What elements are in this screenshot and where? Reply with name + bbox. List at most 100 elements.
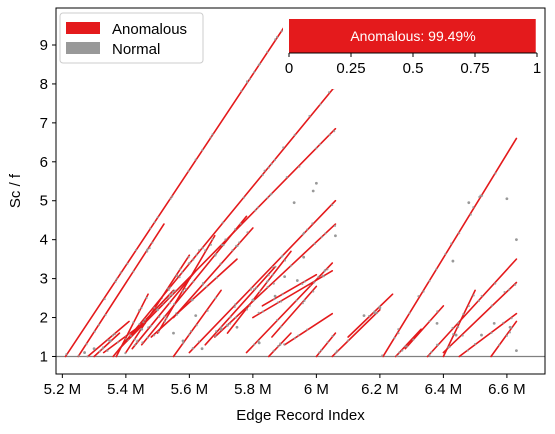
segment-point-28-3 bbox=[373, 311, 376, 314]
segment-point-24-2 bbox=[293, 337, 296, 340]
segment-point-7-17 bbox=[318, 143, 321, 146]
normal-point-19 bbox=[156, 308, 160, 312]
segment-point-29-17 bbox=[435, 268, 438, 271]
anomalous-segment-18 bbox=[213, 223, 337, 338]
normal-point-12 bbox=[251, 298, 255, 302]
segment-point-15-3 bbox=[231, 249, 234, 252]
segment-point-13-6 bbox=[165, 317, 168, 320]
segment-point-11-4 bbox=[163, 315, 166, 318]
segment-point-25-3 bbox=[279, 343, 282, 346]
segment-point-16-8 bbox=[191, 347, 194, 350]
segment-point-21-6 bbox=[257, 311, 260, 314]
segment-point-15-1 bbox=[175, 313, 178, 316]
segment-point-35-1 bbox=[502, 321, 505, 324]
normal-point-6 bbox=[515, 238, 518, 242]
segment-point-21-5 bbox=[321, 274, 324, 277]
segment-point-29-14 bbox=[422, 290, 425, 293]
segment-point-6-0 bbox=[140, 306, 143, 310]
y-tick-label-5: 6 bbox=[40, 154, 48, 171]
segment-point-20-6 bbox=[323, 269, 326, 272]
segment-point-34-0 bbox=[490, 304, 493, 307]
anomalous-segment-20 bbox=[245, 262, 334, 354]
normal-point-27 bbox=[492, 321, 496, 325]
segment-point-27-3 bbox=[334, 351, 337, 354]
segment-point-33-0 bbox=[428, 354, 431, 357]
segment-point-25-2 bbox=[272, 349, 275, 352]
normal-point-4 bbox=[292, 201, 296, 205]
segment-point-31-2 bbox=[436, 310, 439, 313]
anomalous-segment-14 bbox=[172, 289, 222, 358]
segment-point-34-4 bbox=[507, 288, 511, 291]
segment-point-5-3 bbox=[270, 162, 273, 166]
segment-point-26-3 bbox=[331, 334, 334, 338]
segment-point-17-3 bbox=[274, 265, 277, 268]
inset-chart: Anomalous: 99.49% 0 0.25 0.5 0.75 1 bbox=[283, 13, 543, 89]
segment-point-20-7 bbox=[317, 275, 320, 278]
segment-point-14-3 bbox=[195, 324, 198, 327]
segment-point-11-5 bbox=[220, 243, 223, 246]
segment-point-12-7 bbox=[191, 298, 194, 302]
normal-point-2 bbox=[505, 197, 509, 201]
normal-point-13 bbox=[257, 341, 261, 345]
segment-point-11-3 bbox=[214, 254, 217, 257]
segment-point-5-18 bbox=[308, 114, 311, 118]
segment-point-8-3 bbox=[175, 274, 178, 278]
normal-point-22 bbox=[92, 347, 96, 351]
anomalous-segment-22 bbox=[261, 273, 318, 307]
legend: Anomalous Normal bbox=[59, 12, 204, 64]
segment-point-26-1 bbox=[326, 341, 329, 344]
segment-point-11-9 bbox=[239, 222, 242, 225]
y-tick-label-7: 8 bbox=[40, 76, 48, 93]
segment-point-20-8 bbox=[326, 268, 329, 271]
segment-point-11-8 bbox=[234, 228, 237, 231]
normal-point-33 bbox=[181, 339, 185, 343]
segment-point-11-2 bbox=[141, 341, 144, 344]
segment-point-8-1 bbox=[124, 352, 127, 355]
segment-point-7-18 bbox=[328, 133, 331, 137]
segment-point-15-8 bbox=[238, 241, 241, 244]
anomalous-segment-3 bbox=[93, 332, 121, 358]
segment-point-5-13 bbox=[221, 221, 224, 224]
segment-point-0-20 bbox=[119, 271, 122, 274]
segment-point-16-11 bbox=[281, 254, 284, 257]
segment-point-5-12 bbox=[282, 146, 285, 149]
segment-point-32-4 bbox=[457, 325, 460, 329]
segment-point-19-5 bbox=[258, 290, 261, 293]
segment-point-19-1 bbox=[271, 273, 274, 276]
segment-point-0-24 bbox=[201, 149, 204, 152]
anomalous-segment-28 bbox=[347, 293, 394, 338]
segment-point-18-4 bbox=[313, 242, 316, 246]
segment-point-0-26 bbox=[211, 133, 214, 136]
segment-point-33-5 bbox=[480, 294, 483, 298]
segment-point-0-5 bbox=[115, 277, 119, 280]
segment-point-7-21 bbox=[173, 289, 177, 292]
anomalous-segment-27 bbox=[331, 308, 381, 358]
segment-point-5-14 bbox=[267, 166, 270, 169]
segment-point-1-0 bbox=[132, 270, 135, 273]
segment-point-5-20 bbox=[327, 91, 331, 94]
anomalous-segment-16 bbox=[188, 199, 337, 354]
normal-point-8 bbox=[302, 255, 306, 259]
normal-point-16 bbox=[219, 327, 223, 331]
segment-point-0-11 bbox=[134, 248, 138, 252]
segment-point-10-2 bbox=[147, 326, 150, 329]
inset-tick-label-1: 0.25 bbox=[336, 60, 365, 77]
segment-point-15-0 bbox=[219, 262, 222, 265]
segment-point-6-1 bbox=[132, 321, 135, 324]
y-tick-label-8: 9 bbox=[40, 37, 48, 54]
segment-point-29-13 bbox=[417, 295, 420, 298]
segment-point-7-8 bbox=[254, 209, 257, 212]
segment-point-11-11 bbox=[222, 244, 225, 247]
segment-point-12-3 bbox=[153, 334, 156, 337]
segment-point-32-3 bbox=[462, 313, 465, 316]
segment-point-0-21 bbox=[65, 353, 68, 356]
segment-point-5-19 bbox=[201, 247, 204, 250]
segment-point-0-3 bbox=[248, 77, 252, 81]
anomalous-segment-29 bbox=[382, 137, 518, 358]
segment-point-25-1 bbox=[276, 345, 280, 348]
segment-point-0-12 bbox=[280, 30, 283, 33]
segment-point-7-14 bbox=[285, 176, 288, 179]
segment-point-23-4 bbox=[301, 302, 304, 305]
anomalous-segment-2 bbox=[86, 320, 130, 358]
